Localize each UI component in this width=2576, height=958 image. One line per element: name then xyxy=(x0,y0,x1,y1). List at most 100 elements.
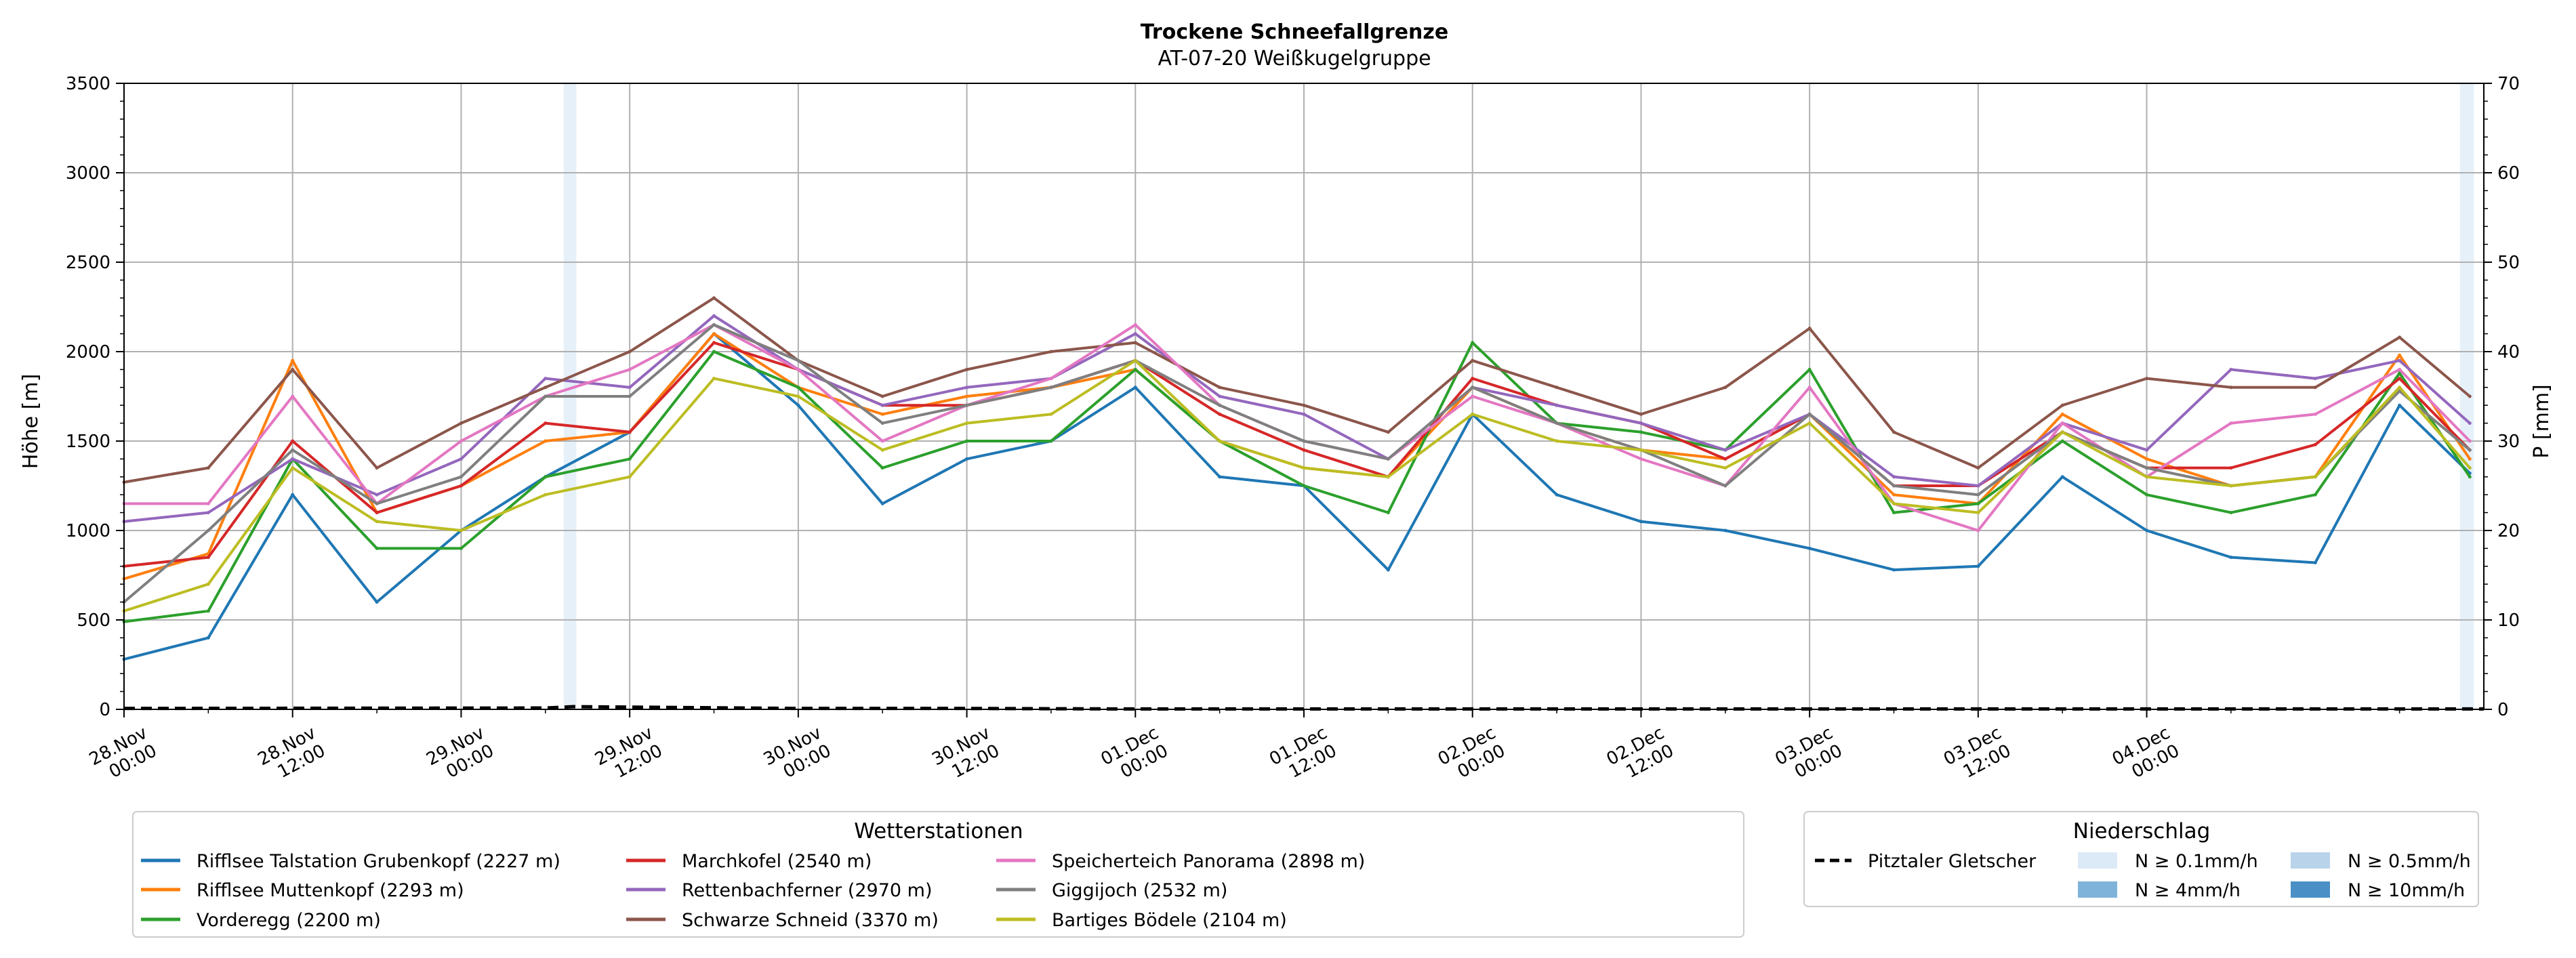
precip-class-label-0: N ≥ 0.1mm/h xyxy=(2135,851,2258,872)
station-series xyxy=(122,296,2472,661)
series-8 xyxy=(122,358,2472,613)
series-7-point-22 xyxy=(1976,493,1980,497)
series-3-point-16 xyxy=(1471,377,1475,381)
series-5-point-18 xyxy=(1639,412,1643,416)
series-5-point-12 xyxy=(1133,341,1137,345)
y-right-tick-label-6: 60 xyxy=(2497,163,2520,184)
series-6-point-23 xyxy=(2060,421,2064,425)
series-8-point-4 xyxy=(459,528,463,533)
series-0-point-8 xyxy=(796,403,800,407)
series-1-point-24 xyxy=(2145,457,2149,461)
y-right-tick-label-0: 0 xyxy=(2497,700,2509,720)
series-7-point-4 xyxy=(459,475,463,479)
legend-label-8: Bartiges Bödele (2104 m) xyxy=(1052,910,1287,931)
series-8-point-19 xyxy=(1723,466,1727,470)
precip-class-swatch-3 xyxy=(2291,881,2330,898)
series-8-point-2 xyxy=(291,466,295,470)
legend-precipitation: Niederschlag Pitztaler Gletscher N ≥ 0.1… xyxy=(1803,811,2479,907)
series-2-point-14 xyxy=(1302,484,1306,488)
series-0-point-24 xyxy=(2145,528,2149,533)
y-tick-label-4: 2000 xyxy=(66,342,110,362)
series-2-point-11 xyxy=(1049,439,1053,443)
series-0-point-20 xyxy=(1807,546,1812,550)
series-5-point-28 xyxy=(2468,394,2472,398)
series-7-point-14 xyxy=(1302,439,1306,443)
series-7-point-9 xyxy=(880,421,884,425)
series-2-point-9 xyxy=(880,466,884,470)
series-4-point-26 xyxy=(2313,377,2317,381)
series-4-point-17 xyxy=(1555,403,1559,407)
series-4-point-2 xyxy=(291,457,295,461)
series-5-point-15 xyxy=(1386,430,1390,434)
precip-class-2: N ≥ 4mm/h xyxy=(2078,880,2241,901)
legend-item-2: Vorderegg (2200 m) xyxy=(141,910,381,931)
series-4-point-3 xyxy=(375,493,379,497)
legend-item-6: Speicherteich Panorama (2898 m) xyxy=(996,851,1365,872)
series-2-point-6 xyxy=(628,457,632,461)
legend-label-5: Schwarze Schneid (3370 m) xyxy=(682,910,939,931)
legend-item-7: Giggijoch (2532 m) xyxy=(996,880,1227,901)
series-8-point-12 xyxy=(1133,358,1137,362)
series-5-point-23 xyxy=(2060,403,2064,407)
series-0-point-22 xyxy=(1976,564,1980,568)
series-8-point-21 xyxy=(1892,501,1896,505)
y-tick-label-7: 3500 xyxy=(66,74,110,94)
series-8-point-22 xyxy=(1976,511,1980,515)
series-2-point-21 xyxy=(1892,511,1896,515)
series-8-point-25 xyxy=(2229,484,2233,488)
y-tick-label-3: 1500 xyxy=(66,432,110,452)
series-1-point-27 xyxy=(2398,353,2402,357)
series-4-point-24 xyxy=(2145,448,2149,452)
series-7-point-17 xyxy=(1555,421,1559,425)
legend-label-2: Vorderegg (2200 m) xyxy=(197,910,381,931)
series-5-point-3 xyxy=(375,466,379,470)
series-7-point-3 xyxy=(375,501,379,505)
series-7-point-21 xyxy=(1892,484,1896,488)
chart-subtitle: AT-07-20 Weißkugelgruppe xyxy=(1158,47,1431,70)
series-5-point-26 xyxy=(2313,386,2317,390)
y-tick-label-2: 1000 xyxy=(66,521,110,541)
series-1-point-7 xyxy=(712,332,716,336)
series-5 xyxy=(122,296,2472,484)
series-8-point-11 xyxy=(1049,412,1053,416)
series-2-point-18 xyxy=(1639,430,1643,434)
legend-item-3: Marchkofel (2540 m) xyxy=(626,851,872,872)
series-7-point-6 xyxy=(628,394,632,398)
series-8-point-28 xyxy=(2468,466,2472,470)
series-7-point-28 xyxy=(2468,448,2472,452)
series-5-point-7 xyxy=(712,296,716,300)
series-6-point-16 xyxy=(1471,394,1475,398)
series-8-point-27 xyxy=(2398,386,2402,390)
series-2-point-20 xyxy=(1807,367,1812,371)
series-3-point-26 xyxy=(2313,442,2317,446)
series-2 xyxy=(122,341,2472,624)
series-6-point-26 xyxy=(2313,412,2317,416)
series-7-point-2 xyxy=(291,448,295,452)
series-8-point-23 xyxy=(2060,430,2064,434)
precip-class-1: N ≥ 0.5mm/h xyxy=(2291,851,2471,872)
series-2-point-26 xyxy=(2313,493,2317,497)
series-7-point-24 xyxy=(2145,466,2149,470)
series-2-point-12 xyxy=(1133,367,1137,371)
y-tick-label-1: 500 xyxy=(77,610,110,631)
series-5-point-11 xyxy=(1049,350,1053,354)
series-0-point-3 xyxy=(375,600,379,604)
series-3-point-13 xyxy=(1218,412,1222,416)
series-0-point-15 xyxy=(1386,568,1390,572)
series-1-point-5 xyxy=(544,439,548,443)
series-6-point-25 xyxy=(2229,421,2233,425)
series-1-point-2 xyxy=(291,358,295,362)
series-3-point-14 xyxy=(1302,448,1306,452)
series-0-point-2 xyxy=(291,493,295,497)
series-8-point-18 xyxy=(1639,448,1643,452)
series-1-point-9 xyxy=(880,412,884,416)
series-6-point-22 xyxy=(1976,528,1980,533)
precip-class-swatch-1 xyxy=(2291,852,2330,869)
series-0-point-1 xyxy=(206,636,210,640)
precip-class-0: N ≥ 0.1mm/h xyxy=(2078,851,2258,872)
series-6-point-8 xyxy=(796,367,800,371)
series-5-point-13 xyxy=(1218,386,1222,390)
series-4-point-5 xyxy=(544,377,548,381)
series-3-point-27 xyxy=(2398,377,2402,381)
series-2-point-15 xyxy=(1386,511,1390,515)
